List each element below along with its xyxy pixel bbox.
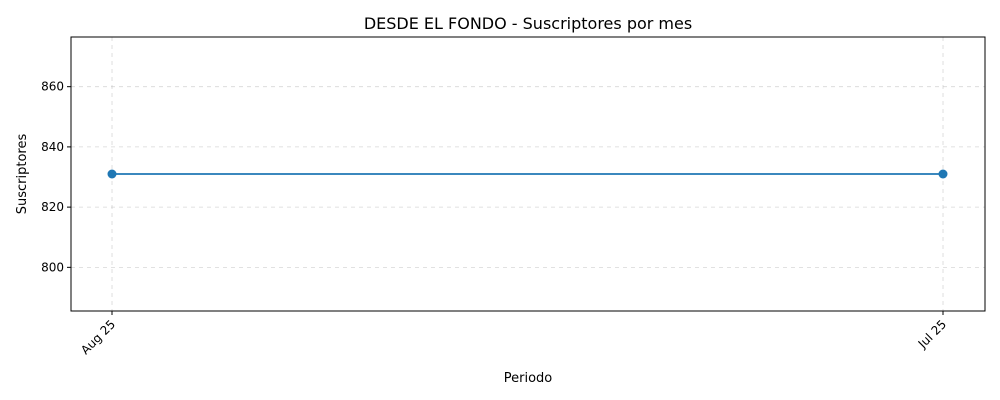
- y-axis-label: Suscriptores: [15, 134, 30, 215]
- chart-title: DESDE EL FONDO - Suscriptores por mes: [364, 14, 692, 33]
- data-point: [107, 169, 117, 179]
- y-tick-label: 840: [41, 140, 64, 154]
- x-tick-label: Jul 25: [915, 317, 949, 351]
- x-tick-label: Aug 25: [78, 317, 118, 357]
- x-axis-label: Periodo: [504, 371, 553, 386]
- tick-layer: 800 820 840 860 Aug 25 Jul 25: [41, 80, 949, 358]
- plot-frame: [70, 36, 986, 312]
- y-tick-label: 820: [41, 200, 64, 214]
- series-layer: [107, 169, 948, 179]
- data-point: [938, 169, 948, 179]
- y-tick-label: 860: [41, 80, 64, 94]
- y-tick-label: 800: [41, 260, 64, 274]
